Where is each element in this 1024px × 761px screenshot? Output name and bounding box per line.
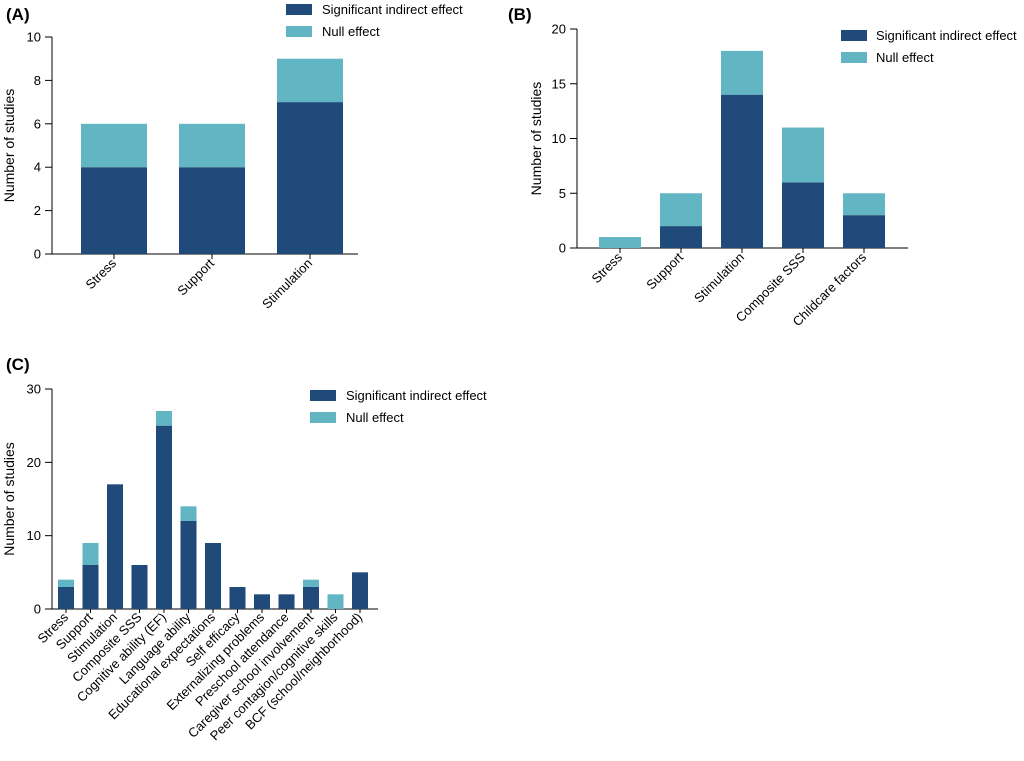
- panel-label: (A): [6, 5, 30, 24]
- legend-label-significant-indirect-effect: Significant indirect effect: [876, 28, 1017, 43]
- bar-significant-stress: [81, 167, 147, 254]
- bar-significant-composite-sss: [782, 182, 824, 248]
- bar-significant-support: [179, 167, 245, 254]
- bar-significant-stimulation: [277, 102, 343, 254]
- bar-significant-bcf-school-neighborhood: [352, 572, 368, 609]
- bar-significant-preschool-attendance: [278, 594, 295, 609]
- bar-significant-externalizing-problems: [254, 594, 270, 609]
- legend-label-null-effect: Null effect: [346, 410, 404, 425]
- bar-null-childcare-factors: [843, 193, 885, 216]
- bar-significant-self-efficacy: [229, 587, 246, 609]
- y-tick-label: 0: [34, 247, 41, 262]
- bar-significant-support: [82, 565, 99, 609]
- bar-null-support: [660, 193, 702, 227]
- y-axis-title: Number of studies: [1, 442, 17, 556]
- y-tick-label: 20: [27, 455, 41, 470]
- bar-significant-composite-sss: [131, 565, 148, 609]
- bar-significant-support: [660, 226, 702, 248]
- legend-swatch-significant-indirect-effect: [310, 390, 336, 401]
- bar-significant-educational-expectations: [205, 543, 221, 609]
- legend-swatch-significant-indirect-effect: [286, 4, 312, 15]
- y-tick-label: 0: [559, 241, 566, 256]
- y-tick-label: 15: [552, 76, 566, 91]
- y-tick-label: 10: [27, 528, 41, 543]
- bar-significant-stimulation: [721, 94, 763, 248]
- x-tick-label-stimulation: Stimulation: [259, 256, 315, 312]
- bar-null-support: [179, 123, 245, 168]
- chart-panel-a: (A) 0 2 4 6 8 10 Number of studies Stress Support…: [1, 2, 463, 312]
- y-tick-label: 5: [559, 186, 566, 201]
- bar-null-peer-contagion-cognitive-skills: [327, 594, 344, 609]
- x-tick-label-stimulation: Stimulation: [691, 250, 747, 306]
- bar-significant-childcare-factors: [843, 215, 885, 248]
- x-tick-label-support: Support: [174, 255, 217, 298]
- legend-swatch-significant-indirect-effect: [841, 30, 867, 41]
- bar-null-language-ability: [180, 506, 197, 521]
- bar-null-composite-sss: [782, 127, 824, 183]
- bar-null-cognitive-ability-ef: [156, 411, 172, 426]
- bar-significant-stimulation: [107, 484, 123, 609]
- chart-panel-b: (B) 0 5 10 15 20 Number of studies Stress Suppor…: [508, 5, 1017, 329]
- y-tick-label: 10: [27, 30, 41, 45]
- panel-label: (B): [508, 5, 532, 24]
- y-tick-label: 10: [552, 131, 566, 146]
- legend-label-null-effect: Null effect: [876, 50, 934, 65]
- bar-null-stress: [81, 123, 147, 168]
- legend-label-significant-indirect-effect: Significant indirect effect: [346, 388, 487, 403]
- bar-null-support: [82, 543, 99, 565]
- legend: Significant indirect effect Null effect: [841, 28, 1017, 65]
- bar-significant-cognitive-ability-ef: [156, 425, 172, 609]
- y-tick-label: 4: [34, 160, 41, 175]
- y-tick-label: 6: [34, 116, 41, 131]
- bar-significant-stress: [58, 587, 74, 609]
- bar-significant-language-ability: [180, 521, 197, 609]
- y-axis-title: Number of studies: [1, 89, 17, 203]
- x-tick-label-support: Support: [643, 249, 686, 292]
- y-axis-title: Number of studies: [528, 82, 544, 196]
- y-tick-label: 30: [27, 382, 41, 397]
- x-tick-label-stress: Stress: [82, 255, 119, 292]
- bar-null-stimulation: [721, 50, 763, 95]
- bar-null-stress: [58, 579, 74, 587]
- legend-swatch-null-effect: [841, 52, 867, 63]
- bar-null-stimulation: [277, 58, 343, 103]
- y-tick-label: 8: [34, 73, 41, 88]
- legend: Significant indirect effect Null effect: [286, 2, 463, 39]
- y-tick-label: 20: [552, 22, 566, 37]
- bar-significant-caregiver-school-involvement: [303, 587, 319, 609]
- legend-swatch-null-effect: [310, 412, 336, 423]
- legend-label-null-effect: Null effect: [322, 24, 380, 39]
- y-tick-label: 2: [34, 203, 41, 218]
- legend-label-significant-indirect-effect: Significant indirect effect: [322, 2, 463, 17]
- bar-null-caregiver-school-involvement: [303, 579, 319, 587]
- legend-swatch-null-effect: [286, 26, 312, 37]
- bar-null-stress: [599, 237, 641, 248]
- legend: Significant indirect effect Null effect: [310, 388, 487, 425]
- panel-label: (C): [6, 355, 30, 374]
- y-tick-label: 0: [34, 602, 41, 617]
- x-tick-label-stress: Stress: [588, 249, 625, 286]
